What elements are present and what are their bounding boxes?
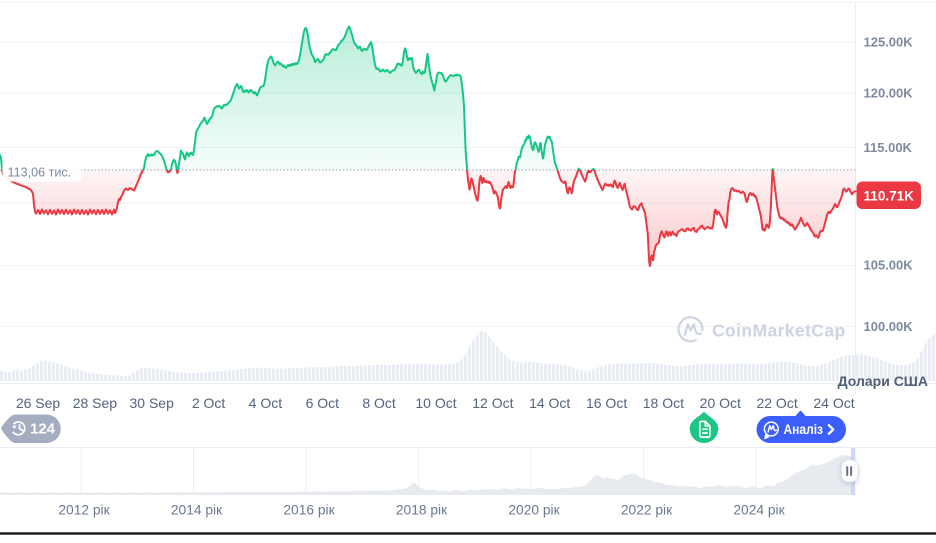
svg-text:6 Oct: 6 Oct <box>306 395 340 411</box>
svg-text:100.00K: 100.00K <box>864 319 914 334</box>
svg-text:22 Oct: 22 Oct <box>756 395 797 411</box>
svg-text:18 Oct: 18 Oct <box>643 395 684 411</box>
svg-text:105.00K: 105.00K <box>864 258 914 273</box>
svg-text:124: 124 <box>30 421 56 438</box>
svg-text:4 Oct: 4 Oct <box>249 395 283 411</box>
svg-text:8 Oct: 8 Oct <box>362 395 396 411</box>
svg-text:30 Sep: 30 Sep <box>130 395 175 411</box>
svg-text:2020 рік: 2020 рік <box>508 503 560 518</box>
svg-text:24 Oct: 24 Oct <box>813 395 854 411</box>
svg-text:2012 рік: 2012 рік <box>58 503 110 518</box>
svg-text:Долари США: Долари США <box>838 373 928 389</box>
svg-text:28 Sep: 28 Sep <box>73 395 118 411</box>
svg-text:10 Oct: 10 Oct <box>415 395 456 411</box>
svg-text:16 Oct: 16 Oct <box>586 395 627 411</box>
svg-text:2018 рік: 2018 рік <box>396 503 448 518</box>
svg-text:12 Oct: 12 Oct <box>472 395 513 411</box>
svg-text:2014 рік: 2014 рік <box>171 503 223 518</box>
svg-text:CoinMarketCap: CoinMarketCap <box>712 321 846 341</box>
svg-text:14 Oct: 14 Oct <box>529 395 570 411</box>
svg-text:110.71K: 110.71K <box>864 188 915 203</box>
svg-text:120.00K: 120.00K <box>864 86 914 101</box>
svg-text:20 Oct: 20 Oct <box>700 395 741 411</box>
svg-text:26 Sep: 26 Sep <box>16 395 61 411</box>
svg-text:2016 рік: 2016 рік <box>283 503 335 518</box>
svg-text:2024 рік: 2024 рік <box>733 503 785 518</box>
svg-text:113,06 тис.: 113,06 тис. <box>8 166 72 180</box>
svg-text:125.00K: 125.00K <box>864 35 914 50</box>
svg-text:115.00K: 115.00K <box>864 140 913 155</box>
svg-text:2 Oct: 2 Oct <box>192 395 226 411</box>
svg-text:Аналіз: Аналіз <box>784 421 824 437</box>
svg-text:2022 рік: 2022 рік <box>621 503 673 518</box>
